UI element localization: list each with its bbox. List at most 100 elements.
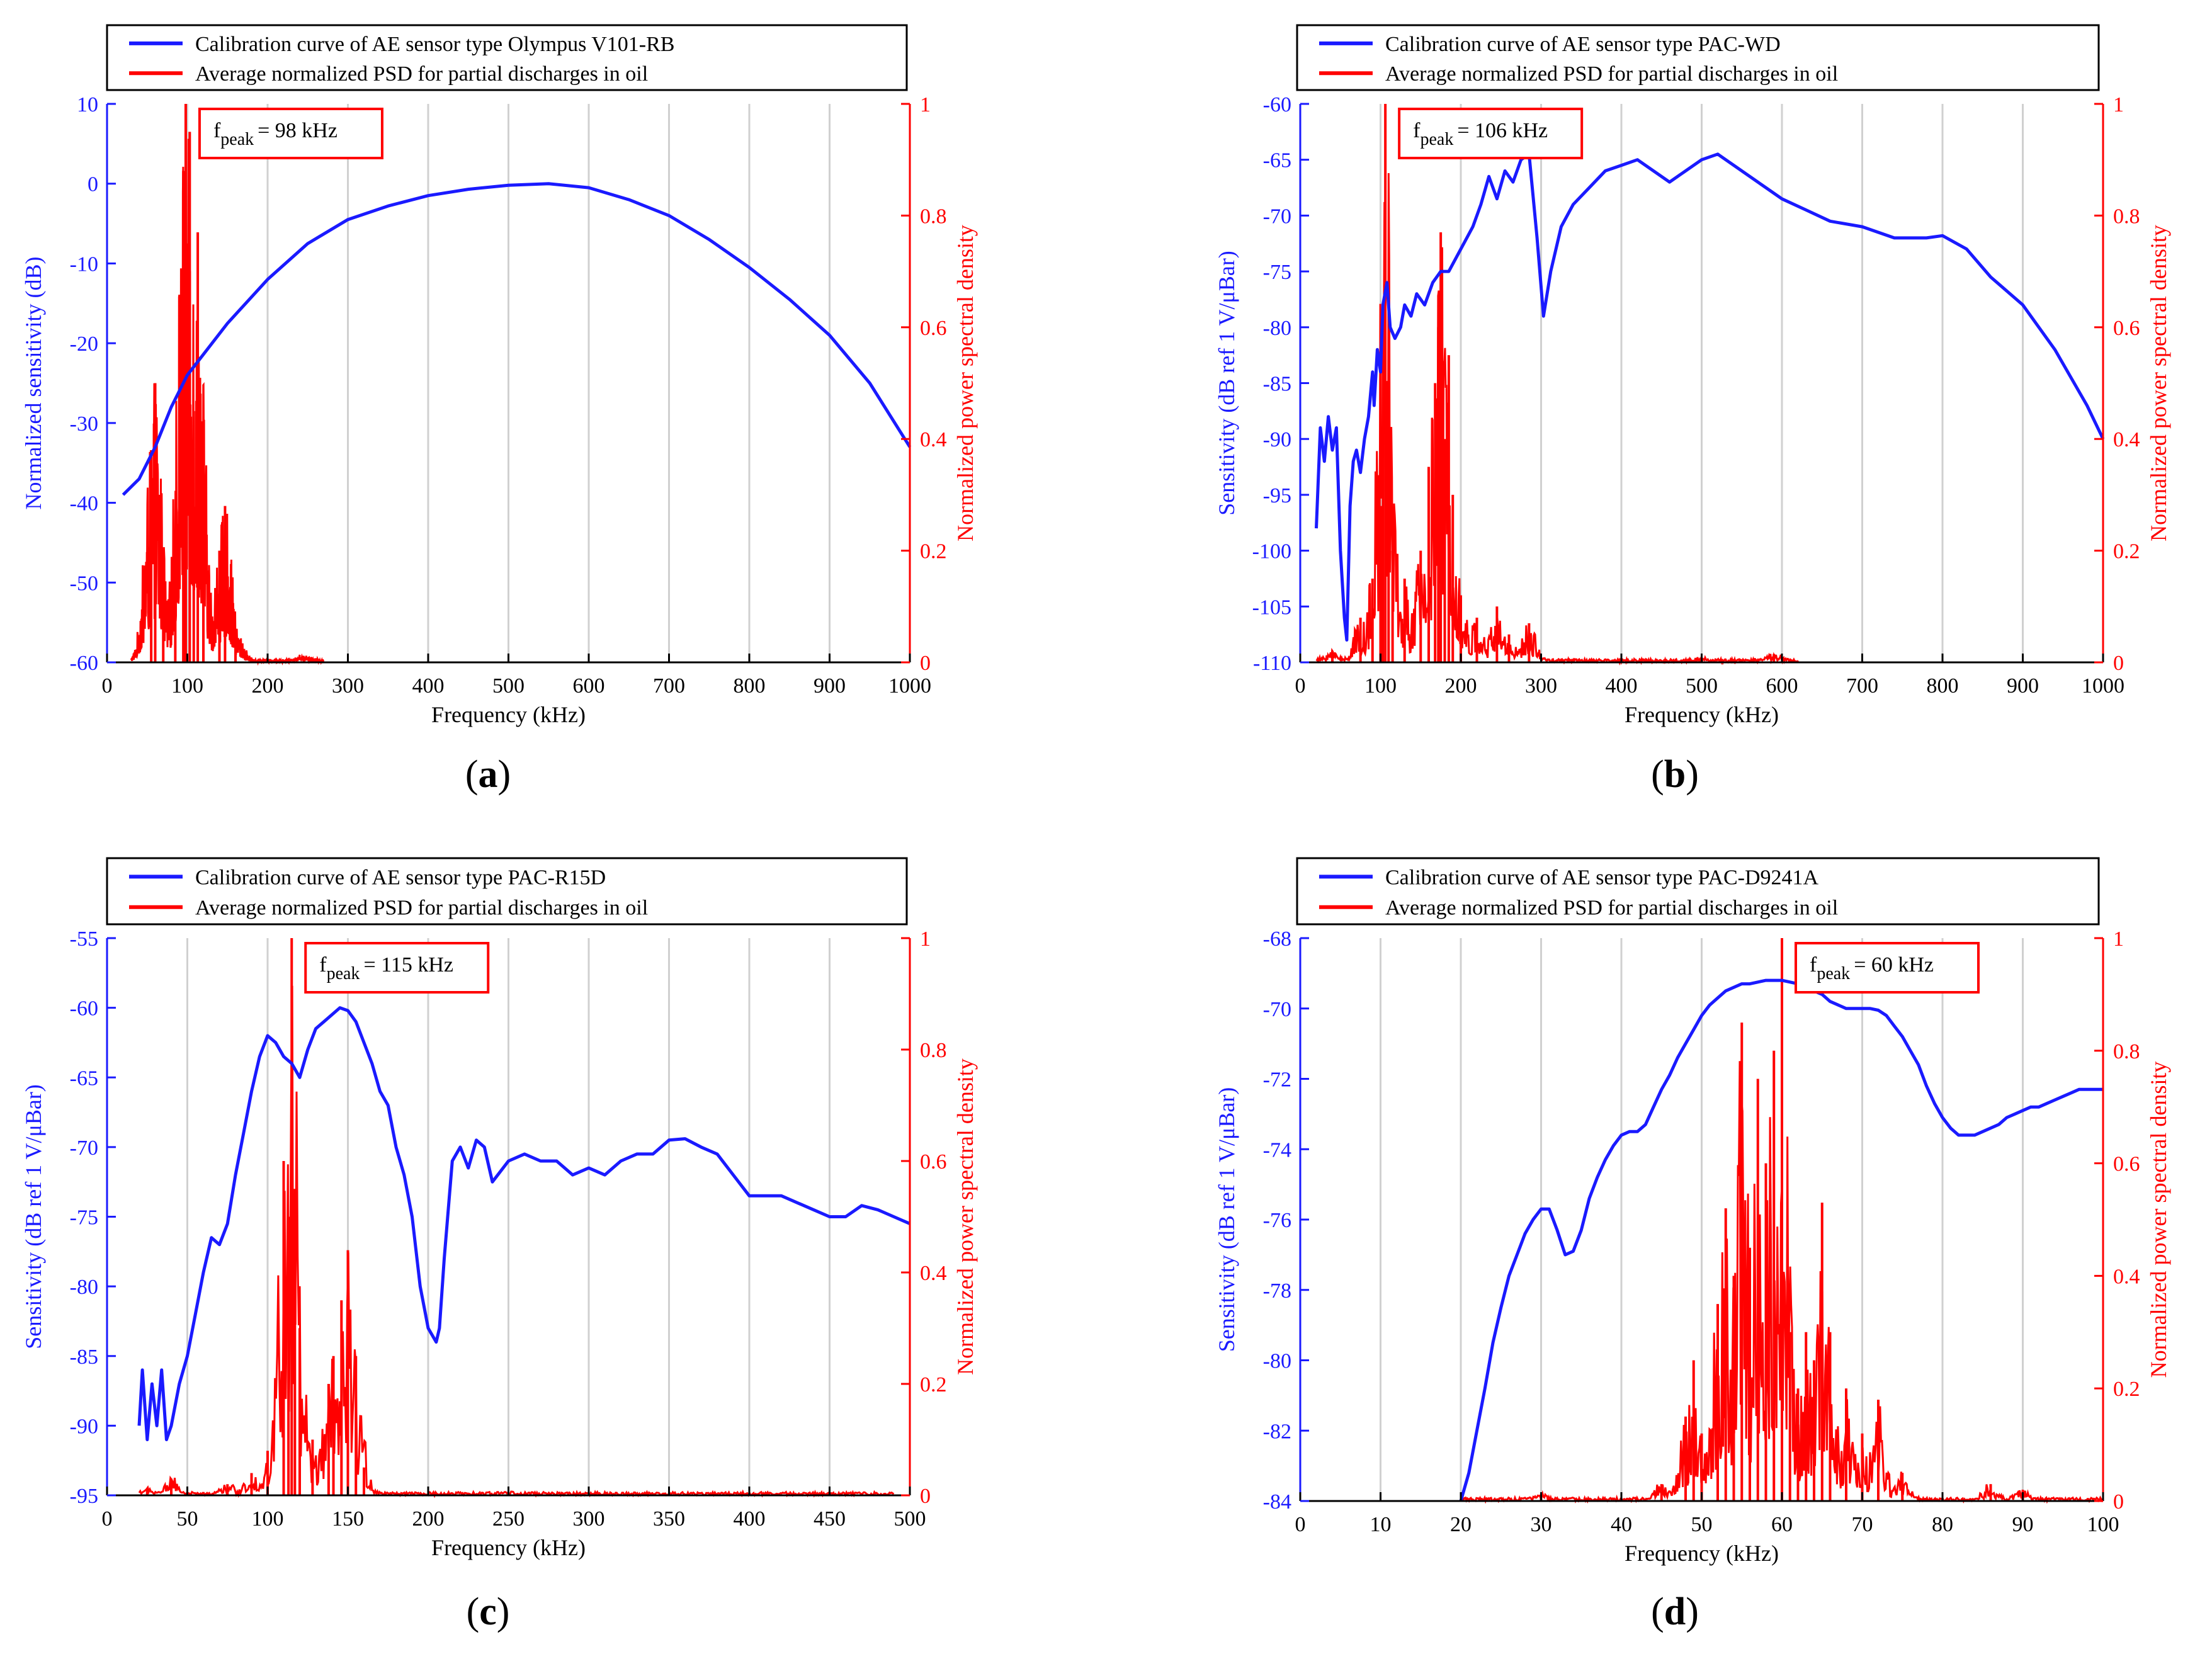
y-left-tick-label: -70 xyxy=(1263,998,1291,1021)
y-left-tick-label: -65 xyxy=(70,1067,98,1090)
y-right-tick-label: 0.6 xyxy=(920,1150,947,1174)
x-tick-label: 90 xyxy=(2012,1513,2034,1536)
y-left-tick-label: -80 xyxy=(1263,317,1291,340)
y-left-tick-label: -20 xyxy=(70,332,98,356)
y-left-tick-label: -85 xyxy=(70,1345,98,1369)
y-left-tick-label: -95 xyxy=(70,1485,98,1508)
y-left-tick-label: -78 xyxy=(1263,1279,1291,1303)
x-tick-label: 450 xyxy=(814,1507,846,1531)
y-right-tick-label: 0.4 xyxy=(2113,428,2140,451)
x-axis-title: Frequency (kHz) xyxy=(1625,1541,1779,1566)
y-right-tick-label: 0.6 xyxy=(2113,1153,2140,1176)
legend-label-red: Average normalized PSD for partial disch… xyxy=(1385,62,1838,86)
y-left-tick-label: -100 xyxy=(1252,540,1291,564)
y-left-axis-title: Sensitivity (dB ref 1 V/μBar) xyxy=(21,1084,46,1349)
x-tick-label: 60 xyxy=(1771,1513,1793,1536)
y-left-tick-label: -75 xyxy=(70,1206,98,1230)
x-tick-label: 900 xyxy=(2007,674,2039,698)
sensitivity-series-line xyxy=(137,1006,910,1441)
y-left-tick-label: 10 xyxy=(77,93,98,116)
y-left-tick-label: -40 xyxy=(70,492,98,516)
x-tick-label: 400 xyxy=(734,1507,766,1531)
x-tick-label: 80 xyxy=(1932,1513,1953,1536)
x-tick-label: 10 xyxy=(1370,1513,1392,1536)
x-tick-label: 250 xyxy=(492,1507,525,1531)
x-tick-label: 50 xyxy=(1691,1513,1713,1536)
sensitivity-series-line xyxy=(1315,152,2105,642)
x-tick-label: 100 xyxy=(252,1507,284,1531)
legend-box xyxy=(106,857,908,926)
y-left-tick-label: -70 xyxy=(70,1136,98,1160)
y-right-tick-label: 0 xyxy=(2113,1490,2124,1514)
y-left-tick-label: -30 xyxy=(70,412,98,436)
y-right-tick-label: 0 xyxy=(2113,652,2124,675)
fpeak-annotation-box xyxy=(1795,942,1980,994)
x-tick-label: 40 xyxy=(1611,1513,1632,1536)
y-right-tick-label: 0.6 xyxy=(2113,317,2140,340)
legend-label-blue: Calibration curve of AE sensor type Olym… xyxy=(195,33,674,56)
y-right-axis-title: Normalized power spectral density xyxy=(2146,225,2171,541)
x-tick-label: 400 xyxy=(412,674,445,698)
x-tick-label: 350 xyxy=(653,1507,685,1531)
x-tick-label: 0 xyxy=(1295,674,1306,698)
legend-label-blue: Calibration curve of AE sensor type PAC-… xyxy=(1385,866,1819,889)
y-right-tick-label: 0.4 xyxy=(2113,1265,2140,1288)
x-tick-label: 0 xyxy=(1295,1513,1306,1536)
x-tick-label: 100 xyxy=(171,674,203,698)
y-right-tick-label: 0.4 xyxy=(920,1262,947,1285)
y-left-axis-title: Normalized sensitivity (dB) xyxy=(21,257,46,510)
y-left-axis-title: Sensitivity (dB ref 1 V/μBar) xyxy=(1214,251,1239,516)
y-left-tick-label: -80 xyxy=(1263,1350,1291,1373)
y-left-tick-label: -74 xyxy=(1263,1138,1291,1162)
legend-label-blue: Calibration curve of AE sensor type PAC-… xyxy=(1385,33,1781,56)
legend-box xyxy=(1296,24,2100,91)
x-tick-label: 50 xyxy=(177,1507,198,1531)
panel-caption: (b) xyxy=(1651,753,1699,796)
y-right-axis-title: Normalized power spectral density xyxy=(953,225,978,541)
legend-label-red: Average normalized PSD for partial disch… xyxy=(195,62,648,86)
y-left-tick-label: -10 xyxy=(70,252,98,276)
legend-box xyxy=(1296,857,2100,926)
y-left-tick-label: -65 xyxy=(1263,149,1291,173)
x-axis-title: Frequency (kHz) xyxy=(431,1535,586,1560)
y-left-tick-label: -95 xyxy=(1263,484,1291,507)
fpeak-annotation-label: fpeak = 60 kHz xyxy=(1810,953,1934,983)
fpeak-annotation-label: fpeak = 115 kHz xyxy=(319,953,453,983)
y-right-tick-label: 0.2 xyxy=(920,1373,947,1396)
y-left-tick-label: -90 xyxy=(70,1415,98,1438)
y-left-tick-label: -60 xyxy=(1263,93,1291,116)
x-tick-label: 400 xyxy=(1606,674,1638,698)
x-tick-label: 0 xyxy=(102,1507,113,1531)
x-tick-label: 1000 xyxy=(888,674,931,698)
y-right-tick-label: 0 xyxy=(920,652,931,675)
y-left-tick-label: -80 xyxy=(70,1276,98,1299)
x-tick-label: 200 xyxy=(252,674,284,698)
x-tick-label: 600 xyxy=(1766,674,1798,698)
psd-series-line xyxy=(130,118,325,666)
y-right-tick-label: 1 xyxy=(920,927,931,951)
x-tick-label: 500 xyxy=(894,1507,926,1531)
y-right-tick-label: 0.6 xyxy=(920,317,947,340)
y-left-tick-label: -76 xyxy=(1263,1209,1291,1232)
panel-b: 0 100 200 300 400 500 600 700 800 900 1000 Frequenc… xyxy=(1214,24,2171,796)
x-tick-label: 500 xyxy=(1686,674,1718,698)
x-tick-label: 100 xyxy=(1364,674,1397,698)
x-tick-label: 600 xyxy=(573,674,605,698)
y-right-tick-label: 0.8 xyxy=(920,205,947,228)
psd-series-line xyxy=(1315,173,1799,666)
y-left-axis-title: Sensitivity (dB ref 1 V/μBar) xyxy=(1214,1087,1239,1352)
y-left-tick-label: -72 xyxy=(1263,1068,1291,1092)
x-tick-label: 300 xyxy=(573,1507,605,1531)
legend-box xyxy=(106,24,908,91)
y-right-tick-label: 0.8 xyxy=(2113,205,2140,228)
y-left-tick-label: -85 xyxy=(1263,373,1291,396)
x-tick-label: 900 xyxy=(814,674,846,698)
y-right-tick-label: 0.4 xyxy=(920,428,947,451)
x-tick-label: 800 xyxy=(1927,674,1959,698)
y-right-tick-label: 0.8 xyxy=(2113,1040,2140,1063)
legend-label-blue: Calibration curve of AE sensor type PAC-… xyxy=(195,866,606,889)
y-left-tick-label: -60 xyxy=(70,652,98,675)
y-right-tick-label: 1 xyxy=(920,93,931,116)
